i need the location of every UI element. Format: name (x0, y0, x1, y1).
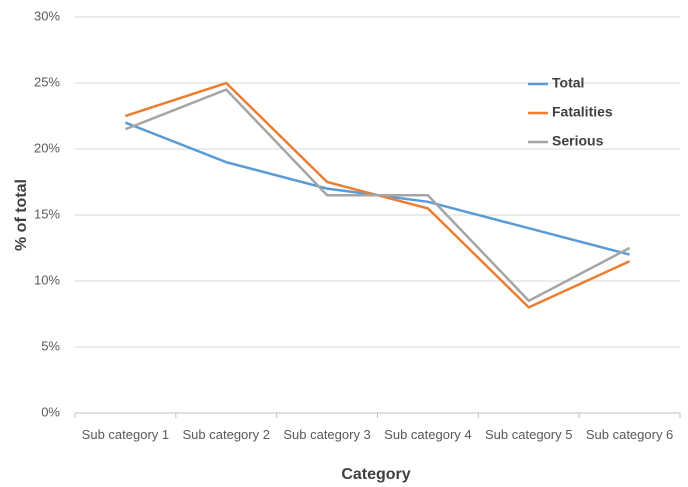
y-tick-label: 30% (34, 8, 60, 23)
legend-label: Fatalities (552, 104, 613, 120)
series-line (124, 88, 631, 303)
y-tick-label: 25% (34, 74, 60, 89)
x-tick-label: Sub category 5 (485, 427, 573, 442)
x-tick-label: Sub category 4 (384, 427, 472, 442)
y-tick-label: 0% (41, 404, 60, 419)
x-tick-label: Sub category 1 (81, 427, 170, 442)
legend-label: Total (552, 75, 584, 91)
x-tick-label: Sub category 3 (283, 427, 371, 442)
legend-label: Serious (552, 133, 604, 149)
x-axis-title: Category (341, 466, 410, 483)
y-axis-title: % of total (13, 179, 30, 251)
y-tick-label: 10% (34, 272, 60, 287)
y-tick-label: 5% (41, 338, 60, 353)
y-tick-label: 15% (34, 206, 60, 221)
y-tick-label: 20% (34, 140, 60, 155)
x-tick-label: Sub category 6 (585, 427, 674, 442)
x-tick-label: Sub category 2 (182, 427, 270, 442)
